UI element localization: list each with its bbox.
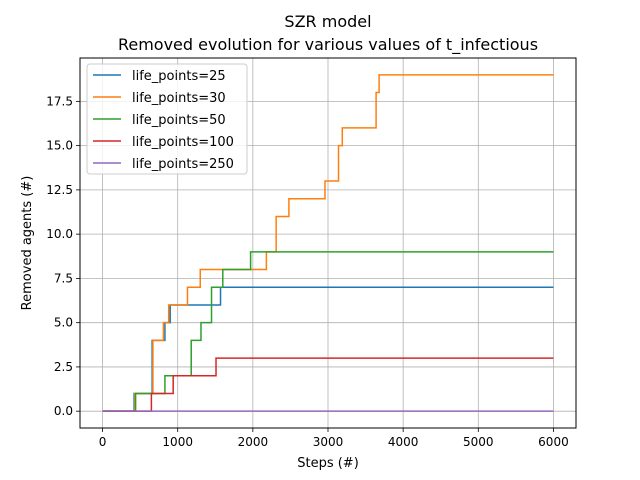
legend-label: life_points=25 <box>132 69 226 84</box>
x-tick-label: 2000 <box>238 435 269 449</box>
series-line-2 <box>102 251 554 412</box>
legend-label: life_points=100 <box>132 135 234 150</box>
y-tick-label: 12.5 <box>46 183 73 197</box>
x-tick-label: 3000 <box>313 435 344 449</box>
series-line-3 <box>102 357 554 412</box>
y-tick-label: 10.0 <box>46 227 73 241</box>
y-tick-label: 15.0 <box>46 139 73 153</box>
x-tick-label: 0 <box>99 435 107 449</box>
x-axis-ticks: 0 1000 2000 3000 4000 5000 6000 <box>99 428 569 449</box>
series-lines <box>102 74 554 412</box>
y-tick-label: 17.5 <box>46 94 73 108</box>
legend-label: life_points=50 <box>132 113 226 128</box>
legend: life_points=25 life_points=30 life_points=… <box>86 63 248 175</box>
x-tick-label: 1000 <box>162 435 193 449</box>
y-tick-label: 2.5 <box>54 360 73 374</box>
y-axis-ticks: 0.0 2.5 5.0 7.5 10.0 12.5 15.0 17.5 <box>46 94 80 418</box>
x-tick-label: 6000 <box>538 435 569 449</box>
legend-label: life_points=250 <box>132 157 234 172</box>
x-tick-label: 4000 <box>388 435 419 449</box>
x-tick-label: 5000 <box>463 435 494 449</box>
chart-title: SZR model <box>284 12 371 31</box>
chart-subtitle: Removed evolution for various values of … <box>118 35 538 55</box>
y-tick-label: 0.0 <box>54 404 73 418</box>
y-axis-label: Removed agents (#) <box>20 176 35 311</box>
y-tick-label: 7.5 <box>54 271 73 285</box>
legend-items: life_points=25 life_points=30 life_points=… <box>93 69 234 172</box>
legend-label: life_points=30 <box>132 91 226 106</box>
legend-box <box>86 63 248 175</box>
x-axis-label: Steps (#) <box>297 456 359 471</box>
y-tick-label: 5.0 <box>54 316 73 330</box>
